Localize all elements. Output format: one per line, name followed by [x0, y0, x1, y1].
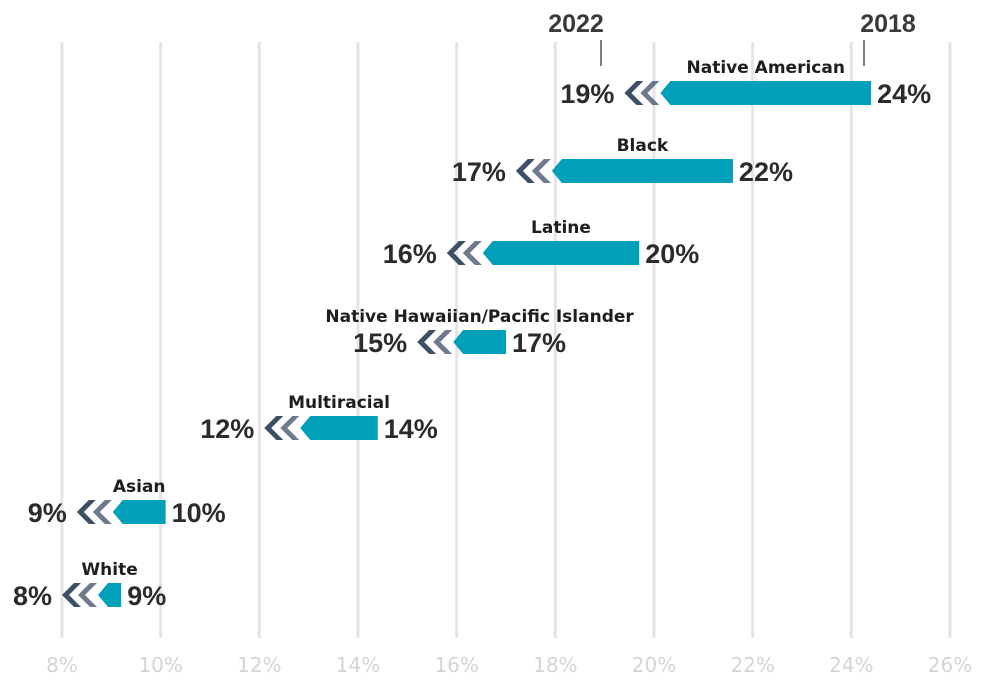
- year-2022-label: 2022: [548, 10, 604, 38]
- change-bar: [112, 500, 166, 524]
- category-label: Latine: [531, 218, 591, 238]
- row: 8% 9%White: [13, 560, 166, 611]
- value-label-2018: 9%: [127, 581, 166, 611]
- x-tick-label: 20%: [632, 653, 676, 677]
- row: 19% 24% Native American: [560, 58, 931, 109]
- x-tick-label: 12%: [237, 653, 281, 677]
- value-label-2022: 19%: [560, 79, 614, 109]
- x-tick-label: 16%: [434, 653, 478, 677]
- category-label: Multiracial: [288, 393, 390, 413]
- value-label-2022: 16%: [383, 239, 437, 269]
- x-tick-label: 14%: [336, 653, 380, 677]
- row: 17% 22% Black: [452, 136, 793, 187]
- row: 12% 14%Multiracial: [200, 393, 438, 444]
- value-label-2022: 9%: [28, 498, 67, 528]
- x-tick-label: 26%: [928, 653, 972, 677]
- chevron-mark: [624, 81, 644, 105]
- change-bar: [98, 583, 122, 607]
- x-tick-label: 24%: [829, 653, 873, 677]
- x-tick-label: 22%: [730, 653, 774, 677]
- value-label-2018: 10%: [172, 498, 226, 528]
- change-bar: [660, 81, 872, 105]
- value-label-2022: 15%: [353, 328, 407, 358]
- chevron-mark: [531, 159, 551, 183]
- data-rows: 19% 24% Native American 17% 22% Black 16% 20% La…: [13, 58, 931, 611]
- category-label: Black: [617, 136, 669, 156]
- value-label-2018: 20%: [645, 239, 699, 269]
- value-label-2018: 14%: [384, 414, 438, 444]
- value-label-2018: 22%: [739, 157, 793, 187]
- value-label-2018: 24%: [877, 79, 931, 109]
- chevron-mark: [92, 500, 112, 524]
- row: 9% 10% Asian: [28, 477, 226, 528]
- x-tick-label: 18%: [533, 653, 577, 677]
- chevron-mark: [433, 330, 453, 354]
- change-bar: [300, 416, 378, 440]
- x-tick-label: 10%: [138, 653, 182, 677]
- x-tick-label: 8%: [46, 653, 78, 677]
- chevron-mark: [640, 81, 660, 105]
- change-bar: [551, 159, 733, 183]
- chevron-mark: [515, 159, 535, 183]
- chevron-mark: [264, 416, 284, 440]
- chevron-mark: [280, 416, 300, 440]
- change-bar: [453, 330, 506, 354]
- x-axis-ticks: 8% 10% 12% 14% 16% 18% 20% 22% 24% 26%: [46, 653, 972, 677]
- category-label: Native American: [687, 58, 845, 78]
- change-bar: [482, 241, 640, 265]
- value-label-2022: 17%: [452, 157, 506, 187]
- category-label: Asian: [113, 477, 166, 497]
- value-label-2018: 17%: [512, 328, 566, 358]
- chevron-mark: [62, 583, 81, 607]
- chevron-mark: [446, 241, 466, 265]
- value-label-2022: 8%: [13, 581, 52, 611]
- row: 15% 17%Native Hawaiian/Pacific Islander: [325, 307, 634, 358]
- row: 16% 20% Latine: [383, 218, 699, 269]
- chevron-mark: [76, 500, 96, 524]
- chevron-mark: [417, 330, 437, 354]
- chevron-mark: [462, 241, 482, 265]
- chevron-mark: [78, 583, 97, 607]
- category-label: Native Hawaiian/Pacific Islander: [325, 307, 634, 327]
- year-labels: 2022 2018: [548, 10, 916, 66]
- year-2018-label: 2018: [860, 10, 916, 38]
- value-label-2022: 12%: [200, 414, 254, 444]
- category-label: White: [81, 560, 137, 580]
